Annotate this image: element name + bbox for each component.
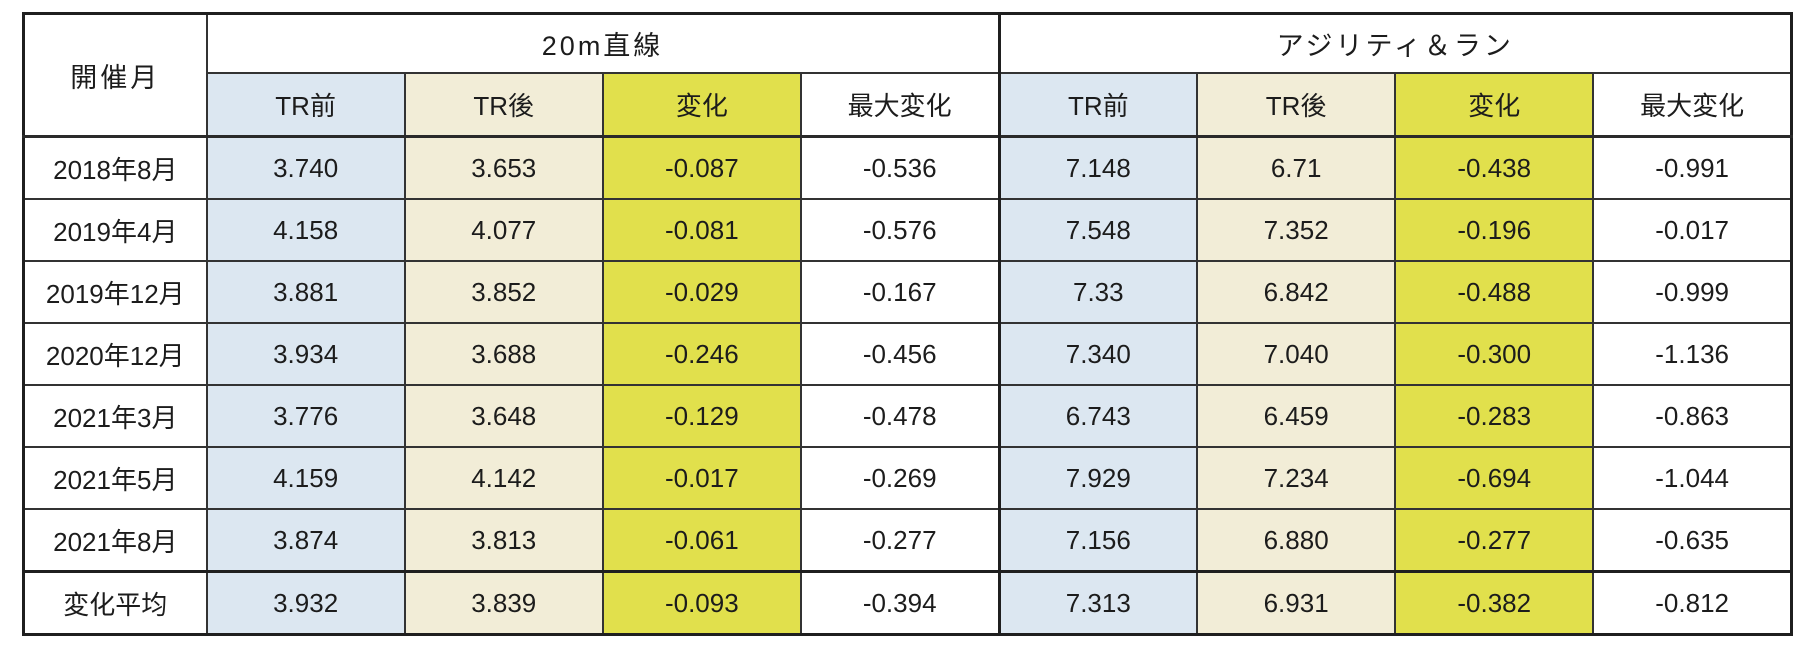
- cell-tr-pre: 3.934: [205, 322, 406, 386]
- cell-tr-post: 3.653: [403, 135, 604, 200]
- group-header-row: 開催月 20m直線 アジリティ＆ラン: [22, 12, 1793, 138]
- cell-change: -0.382: [1394, 570, 1595, 636]
- cell-tr-pre: 7.548: [997, 198, 1199, 262]
- cell-tr-pre: 7.33: [997, 260, 1199, 324]
- table-row: 2021年8月 3.874 3.813 -0.061 -0.277 7.156 6.880-…: [22, 508, 1793, 573]
- sub-header-row: TR前 TR後 変化 最大変化 TR前 TR後 変化 最大変化: [24, 72, 1793, 138]
- cell-max-change: -0.478: [799, 384, 1001, 448]
- cell-max-change: -0.269: [799, 446, 1001, 510]
- cell-change: -0.246: [601, 322, 802, 386]
- table-row: 2021年3月 3.776 3.648 -0.129 -0.478 6.743 6.459-…: [22, 384, 1793, 448]
- cell-change: -0.488: [1394, 260, 1595, 324]
- cell-max-change: -0.999: [1592, 260, 1793, 324]
- cell-max-change: -0.576: [799, 198, 1001, 262]
- cell-tr-pre: 7.929: [997, 446, 1199, 510]
- cell-tr-post: 6.71: [1196, 135, 1397, 200]
- cell-tr-pre: 3.740: [205, 135, 406, 200]
- sub-header-change: 変化: [1394, 72, 1595, 138]
- cell-tr-post: 7.352: [1196, 198, 1397, 262]
- row-label-month: 2019年4月: [22, 198, 208, 262]
- sub-header-tr-post: TR後: [403, 72, 604, 138]
- table-row: 2021年5月 4.159 4.142 -0.017 -0.269 7.929 7.234-…: [22, 446, 1793, 510]
- cell-change: -0.087: [601, 135, 802, 200]
- cell-max-change: -0.167: [799, 260, 1001, 324]
- cell-max-change: -0.456: [799, 322, 1001, 386]
- table-row: 2020年12月 3.934 3.688 -0.246 -0.456 7.340 7.040…: [22, 322, 1793, 386]
- cell-tr-post: 3.852: [403, 260, 604, 324]
- cell-tr-pre: 3.881: [205, 260, 406, 324]
- cell-change: -0.029: [601, 260, 802, 324]
- group-header-agility-run: アジリティ＆ラン: [997, 12, 1793, 74]
- cell-tr-post: 6.459: [1196, 384, 1397, 448]
- sub-header-max-change: 最大変化: [1592, 72, 1793, 138]
- table-header: 開催月 20m直線 アジリティ＆ラン TR前 TR後 変化 最大変化 TR前 T…: [22, 12, 1793, 138]
- table-row: 2019年12月 3.881 3.852 -0.029 -0.167 7.33 6.842-…: [22, 260, 1793, 324]
- cell-tr-pre: 4.158: [205, 198, 406, 262]
- cell-max-change: -0.863: [1592, 384, 1793, 448]
- table-row: 2018年8月 3.740 3.653 -0.087 -0.536 7.148 6.71 -0…: [22, 135, 1793, 200]
- sub-header-max-change: 最大変化: [799, 72, 1001, 138]
- cell-change: -0.081: [601, 198, 802, 262]
- row-label-month: 2021年5月: [22, 446, 208, 510]
- cell-change: -0.300: [1394, 322, 1595, 386]
- cell-change: -0.196: [1394, 198, 1595, 262]
- cell-max-change: -1.136: [1592, 322, 1793, 386]
- cell-change: -0.017: [601, 446, 802, 510]
- cell-max-change: -0.536: [799, 135, 1001, 200]
- cell-tr-pre: 3.874: [205, 508, 406, 573]
- cell-tr-pre: 7.148: [997, 135, 1199, 200]
- summary-row: 変化平均 3.932 3.839 -0.093 -0.394 7.313 6.931 -0.3…: [22, 570, 1793, 636]
- sub-header-tr-pre: TR前: [205, 72, 406, 138]
- row-label-month: 2021年8月: [22, 508, 208, 573]
- cell-max-change: -0.635: [1592, 508, 1793, 573]
- row-label-month: 2019年12月: [22, 260, 208, 324]
- cell-change: -0.694: [1394, 446, 1595, 510]
- cell-change: -0.438: [1394, 135, 1595, 200]
- cell-tr-post: 4.142: [403, 446, 604, 510]
- cell-tr-pre: 7.313: [997, 570, 1199, 636]
- row-label-month: 2020年12月: [22, 322, 208, 386]
- cell-tr-pre: 3.932: [205, 570, 406, 636]
- corner-header-month: 開催月: [22, 12, 208, 138]
- cell-max-change: -0.812: [1592, 570, 1793, 636]
- cell-max-change: -0.991: [1592, 135, 1793, 200]
- cell-tr-post: 3.688: [403, 322, 604, 386]
- table-body: 2018年8月 3.740 3.653 -0.087 -0.536 7.148 6.71 -0…: [22, 135, 1793, 636]
- cell-tr-pre: 4.159: [205, 446, 406, 510]
- sub-header-tr-pre: TR前: [997, 72, 1199, 138]
- cell-change: -0.093: [601, 570, 802, 636]
- cell-max-change: -0.017: [1592, 198, 1793, 262]
- cell-max-change: -0.277: [799, 508, 1001, 573]
- cell-tr-post: 3.648: [403, 384, 604, 448]
- cell-tr-post: 6.880: [1196, 508, 1397, 573]
- sub-header-tr-post: TR後: [1196, 72, 1397, 138]
- cell-tr-pre: 7.340: [997, 322, 1199, 386]
- cell-max-change: -0.394: [799, 570, 1001, 636]
- cell-tr-pre: 6.743: [997, 384, 1199, 448]
- cell-change: -0.283: [1394, 384, 1595, 448]
- cell-tr-pre: 3.776: [205, 384, 406, 448]
- results-table: 開催月 20m直線 アジリティ＆ラン TR前 TR後 変化 最大変化 TR前 T…: [22, 12, 1793, 636]
- cell-change: -0.061: [601, 508, 802, 573]
- cell-tr-post: 3.839: [403, 570, 604, 636]
- row-label-month: 2021年3月: [22, 384, 208, 448]
- cell-tr-post: 6.931: [1196, 570, 1397, 636]
- table-row: 2019年4月 4.158 4.077 -0.081 -0.576 7.548 7.352-…: [22, 198, 1793, 262]
- cell-tr-post: 4.077: [403, 198, 604, 262]
- cell-tr-post: 7.040: [1196, 322, 1397, 386]
- sub-header-change: 変化: [601, 72, 802, 138]
- cell-change: -0.277: [1394, 508, 1595, 573]
- row-label-month: 2018年8月: [22, 135, 208, 200]
- cell-tr-pre: 7.156: [997, 508, 1199, 573]
- cell-change: -0.129: [601, 384, 802, 448]
- row-label-change-average: 変化平均: [22, 570, 208, 636]
- group-header-20m-straight: 20m直線: [205, 12, 1001, 74]
- cell-tr-post: 3.813: [403, 508, 604, 573]
- results-table-container: 開催月 20m直線 アジリティ＆ラン TR前 TR後 変化 最大変化 TR前 T…: [22, 12, 1793, 636]
- cell-tr-post: 7.234: [1196, 446, 1397, 510]
- cell-max-change: -1.044: [1592, 446, 1793, 510]
- cell-tr-post: 6.842: [1196, 260, 1397, 324]
